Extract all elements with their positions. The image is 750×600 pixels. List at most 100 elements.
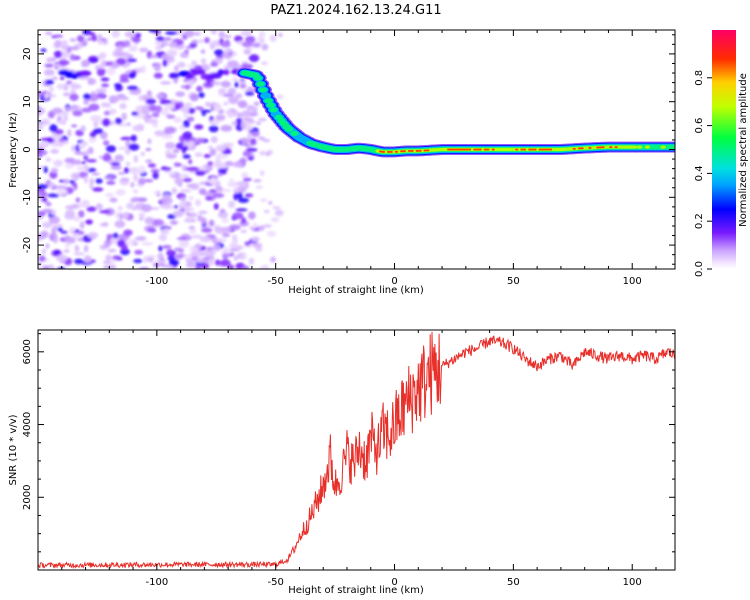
noise-speck [38, 107, 46, 115]
noise-band-speck [168, 72, 180, 79]
noise-speck [74, 151, 85, 155]
noise-speck [207, 145, 213, 149]
noise-speck [187, 116, 195, 122]
noise-speck [63, 249, 70, 253]
noise-speck [185, 212, 191, 217]
noise-speck [174, 102, 182, 110]
noise-speck [119, 103, 127, 110]
noise-speck [272, 206, 281, 210]
noise-speck [83, 164, 90, 172]
noise-speck [121, 51, 130, 58]
noise-band-speck [223, 69, 230, 76]
noise-speck [241, 265, 250, 269]
noise-speck [173, 205, 178, 209]
noise-speck [186, 183, 195, 188]
noise-speck [87, 78, 97, 85]
noise-speck [84, 150, 89, 157]
noise-speck [191, 60, 198, 66]
noise-speck [114, 220, 126, 228]
noise-speck [227, 181, 239, 188]
noise-speck [184, 30, 195, 38]
noise-speck [169, 171, 175, 176]
ridge-segment [660, 145, 666, 149]
noise-speck [241, 172, 249, 179]
noise-speck [100, 131, 108, 140]
noise-speck [197, 39, 204, 43]
noise-speck [51, 35, 58, 39]
noise-speck [56, 188, 68, 196]
noise-speck [234, 81, 239, 88]
noise-speck [188, 225, 196, 230]
x-tick-label: -50 [268, 577, 284, 588]
noise-speck [261, 43, 269, 51]
noise-speck [106, 264, 117, 269]
noise-speck [191, 234, 203, 239]
noise-speck [40, 137, 52, 142]
noise-speck [167, 249, 173, 254]
ridge-segment [522, 148, 527, 151]
noise-speck [63, 178, 69, 185]
noise-speck [135, 236, 147, 241]
noise-speck [76, 166, 84, 171]
noise-speck [88, 57, 99, 64]
noise-speck [75, 159, 81, 163]
noise-speck [141, 204, 152, 213]
noise-speck [209, 40, 217, 49]
colorbar-tick-label: 0.6 [694, 118, 705, 134]
noise-speck [70, 46, 79, 51]
noise-speck [147, 227, 154, 233]
spectrogram-noise [38, 30, 284, 269]
noise-speck [191, 39, 198, 45]
noise-speck [75, 144, 81, 152]
noise-speck [228, 200, 236, 209]
noise-speck [45, 243, 50, 249]
noise-speck [195, 170, 206, 176]
noise-speck [185, 216, 195, 222]
noise-speck [41, 221, 53, 229]
x-tick-label: 50 [507, 577, 520, 588]
noise-speck [192, 31, 202, 36]
noise-speck [152, 123, 158, 128]
noise-speck [246, 38, 255, 43]
noise-speck [155, 105, 163, 113]
noise-speck [123, 167, 130, 174]
noise-speck [115, 212, 121, 219]
noise-speck [160, 228, 170, 236]
noise-speck [119, 73, 129, 82]
noise-speck [237, 197, 250, 203]
ridge-segment [473, 148, 477, 151]
noise-speck [139, 47, 149, 53]
noise-speck [68, 180, 76, 184]
noise-speck [268, 201, 273, 205]
ridge-segment [259, 87, 268, 93]
noise-speck [194, 265, 203, 269]
noise-speck [80, 125, 86, 132]
x-tick-label: 50 [507, 276, 520, 287]
noise-speck [83, 97, 89, 105]
noise-speck [184, 49, 189, 54]
noise-speck [201, 262, 210, 269]
noise-speck [52, 226, 58, 230]
noise-speck [180, 200, 186, 206]
noise-speck [47, 193, 60, 198]
noise-speck [252, 42, 261, 48]
noise-speck [159, 99, 172, 105]
noise-speck [71, 144, 76, 152]
ridge-segment [468, 148, 472, 151]
noise-speck [227, 264, 235, 269]
noise-speck [196, 166, 208, 172]
noise-speck [54, 129, 64, 135]
ridge-segment [486, 148, 490, 151]
noise-speck [208, 119, 220, 126]
noise-speck [130, 198, 139, 203]
ridge-segment [465, 148, 469, 151]
noise-speck [141, 241, 154, 246]
noise-speck [69, 93, 79, 102]
ridge-segment [596, 146, 600, 149]
noise-speck [219, 208, 226, 214]
noise-speck [50, 148, 59, 154]
ridge-segment [415, 149, 419, 152]
noise-band-speck [96, 68, 105, 75]
noise-speck [89, 184, 94, 189]
noise-speck [92, 187, 104, 192]
